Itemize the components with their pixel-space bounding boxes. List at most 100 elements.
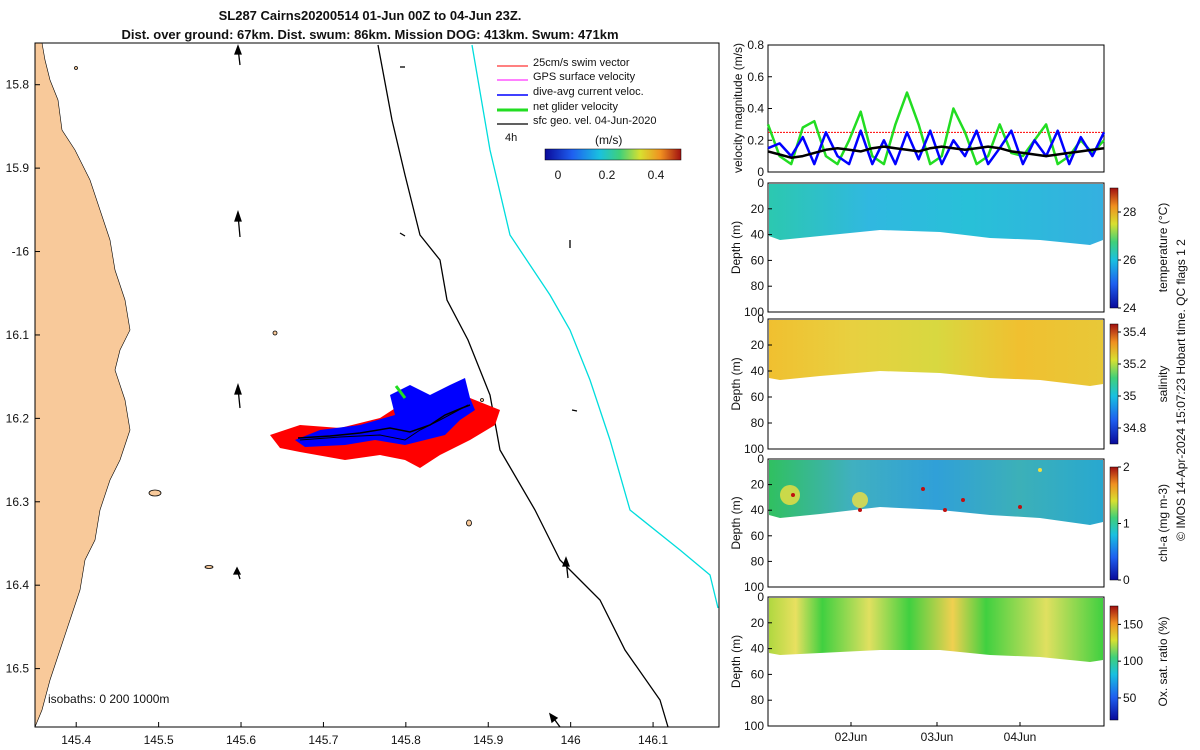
net-velocity-segment — [394, 385, 407, 399]
depth-tick-label: 0 — [757, 176, 764, 190]
chl-colorbar — [1109, 466, 1119, 581]
island — [148, 489, 162, 497]
temperature-colorbar — [1109, 187, 1119, 309]
glider-track — [297, 404, 471, 439]
depth-tick-label: 60 — [751, 253, 765, 267]
coastline-land — [34, 42, 131, 728]
legend-scale: 4h — [505, 132, 517, 144]
isobath-1000m — [471, 44, 719, 609]
oxygen-field — [769, 598, 1103, 662]
glider-velocity-cluster — [270, 378, 500, 468]
depth-tick-label: 100 — [744, 305, 764, 319]
sfc-arrow-head — [234, 209, 242, 222]
chl-point — [921, 487, 925, 491]
legend-net: net glider velocity — [533, 101, 618, 113]
colorbar-tick-label: 1 — [1123, 517, 1130, 531]
island — [466, 519, 472, 527]
colorbar-tick-label: 24 — [1123, 301, 1137, 315]
temperature-field — [769, 184, 1103, 245]
depth-tick-label: 20 — [751, 338, 765, 352]
sfc-arrow-head — [232, 566, 242, 575]
depth-tick-label: 20 — [751, 478, 765, 492]
colorbar-tick-label: 50 — [1123, 691, 1137, 705]
colorbar-tick: 0 — [555, 168, 562, 182]
lat-tick-label: -16 — [12, 245, 30, 259]
temperature-panel — [767, 182, 1119, 313]
colorbar-label: temperature (°C) — [1156, 203, 1170, 293]
chl-point — [943, 508, 947, 512]
lat-tick-label: 16.2 — [6, 411, 30, 425]
velocity-series — [766, 91, 1106, 166]
colorbar-tick-label: 150 — [1123, 617, 1143, 631]
chl-hotspot — [852, 492, 868, 508]
lat-tick-label: 16.5 — [6, 662, 30, 676]
colorbar-tick-label: 26 — [1123, 253, 1137, 267]
depth-ylabel: Depth (m) — [729, 357, 743, 410]
colorbar-tick-label: 35 — [1123, 389, 1137, 403]
lat-tick-label: 16.3 — [6, 495, 30, 509]
sfc-velocity-arrows — [232, 44, 578, 728]
lon-tick-label: 145.7 — [308, 733, 338, 747]
colorbar-tick-label: 2 — [1123, 460, 1130, 474]
depth-tick-label: 60 — [751, 390, 765, 404]
island — [480, 398, 484, 402]
isobath-200m — [377, 44, 669, 728]
colorbar-tick-label: 100 — [1123, 654, 1143, 668]
lon-tick-label: 145.4 — [61, 733, 91, 747]
sfc-arrow-head — [562, 556, 570, 567]
colorbar-label: salinity — [1156, 366, 1170, 403]
chl-point — [1018, 505, 1022, 509]
depth-tick-label: 40 — [751, 228, 765, 242]
map-legend: 25cm/s swim vector GPS surface velocity … — [497, 57, 682, 182]
map-frame — [34, 42, 720, 728]
date-tick-label: 03Jun — [921, 730, 954, 744]
lon-tick-label: 145.9 — [473, 733, 503, 747]
chl-hotspot — [780, 485, 800, 505]
colorbar-tick-label: 28 — [1123, 205, 1137, 219]
map-lon-ticks: 145.4 145.5 145.6 145.7 145.8 145.9 146 146.1 — [61, 722, 668, 747]
isobaths-label: isobaths: 0 200 1000m — [48, 692, 169, 706]
lon-tick-label: 145.6 — [226, 733, 256, 747]
colorbar-tick: 0.2 — [599, 168, 616, 182]
depth-tick-label: 80 — [751, 416, 765, 430]
chl-point — [858, 508, 862, 512]
velocity-ylabel: velocity magnitude (m/s) — [731, 43, 745, 173]
oxygen-panel — [767, 596, 1119, 727]
velocity-panel: 0 0.2 0.4 0.6 0.8 velocity magnitude (m/s) — [731, 38, 1106, 179]
depth-ylabel: Depth (m) — [729, 496, 743, 549]
depth-tick-label: 0 — [757, 312, 764, 326]
oxygen-colorbar — [1109, 605, 1119, 721]
chl-point — [961, 498, 965, 502]
lon-tick-label: 145.8 — [391, 733, 421, 747]
velocity-ytick-label: 0.6 — [747, 70, 764, 84]
salinity-panel — [767, 318, 1119, 450]
depth-ylabel: Depth (m) — [729, 635, 743, 688]
island — [74, 66, 78, 70]
chl-panel — [767, 458, 1119, 588]
depth-tick-label: 80 — [751, 279, 765, 293]
depth-tick-label: 40 — [751, 364, 765, 378]
depth-tick-label: 100 — [744, 442, 764, 456]
salinity-colorbar — [1109, 323, 1119, 445]
sfc-arrow — [571, 409, 578, 412]
chart-title-line2: Dist. over ground: 67km. Dist. swum: 86k… — [121, 27, 619, 42]
depth-tick-label: 0 — [757, 590, 764, 604]
colorbar-tick-label: 0 — [1123, 573, 1130, 587]
depth-tick-label: 80 — [751, 693, 765, 707]
velocity-ytick-label: 0.4 — [747, 102, 764, 116]
depth-tick-label: 20 — [751, 202, 765, 216]
velocity-ytick-label: 0.2 — [747, 133, 764, 147]
colorbar-tick-label: 35.4 — [1123, 325, 1147, 339]
lon-tick-label: 146 — [561, 733, 581, 747]
date-tick-label: 04Jun — [1004, 730, 1037, 744]
velocity-ytick-label: 0 — [757, 165, 764, 179]
salinity-field — [769, 320, 1103, 386]
chl-point — [791, 493, 795, 497]
credit-text: © IMOS 14-Apr-2024 15:07:23 Hobart time.… — [1174, 239, 1188, 541]
legend-gps: GPS surface velocity — [533, 71, 636, 83]
glider-track — [299, 404, 469, 441]
velocity-ytick-label: 0.8 — [747, 38, 764, 52]
date-tick-label: 02Jun — [835, 730, 868, 744]
